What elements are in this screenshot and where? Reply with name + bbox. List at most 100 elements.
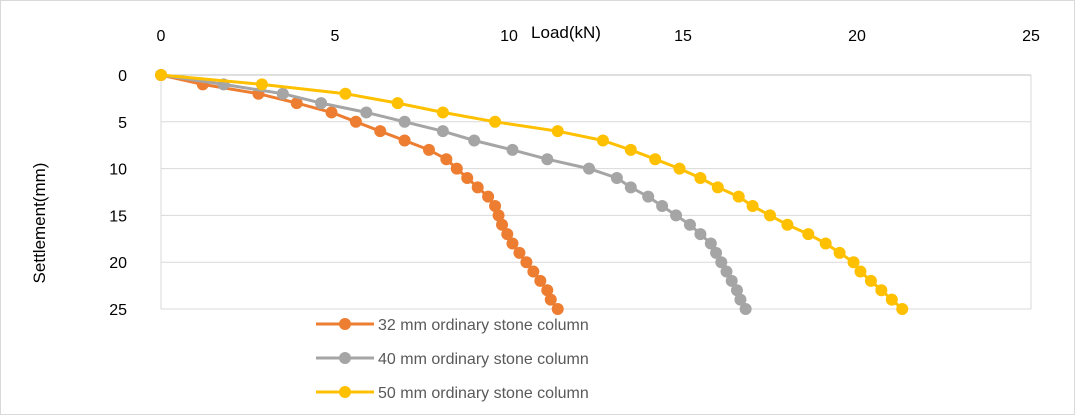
y-axis-title: Settlement(mm) bbox=[30, 163, 49, 284]
x-axis-title: Load(kN) bbox=[531, 23, 601, 42]
x-tick-label-5: 25 bbox=[1022, 28, 1040, 45]
series-1 bbox=[155, 69, 752, 315]
point-s2-0 bbox=[155, 69, 167, 81]
point-s1-10 bbox=[583, 162, 596, 175]
tick-labels: 0 5 10 15 20 25 0 5 10 15 20 25 bbox=[109, 28, 1040, 319]
point-s1-13 bbox=[642, 190, 655, 203]
point-s0-23 bbox=[541, 284, 554, 297]
y-tick-label-5: 25 bbox=[109, 302, 127, 319]
point-s2-4 bbox=[436, 106, 449, 119]
point-s2-9 bbox=[649, 153, 662, 166]
point-s0-9 bbox=[440, 153, 453, 166]
point-s2-13 bbox=[732, 190, 745, 203]
point-s2-25 bbox=[896, 303, 909, 315]
point-s2-23 bbox=[875, 284, 888, 297]
series-line-1 bbox=[160, 73, 747, 310]
point-s1-9 bbox=[541, 153, 554, 166]
legend-item-1: 40 mm ordinary stone column bbox=[316, 351, 589, 368]
legend-label-0: 32 mm ordinary stone column bbox=[378, 317, 589, 334]
point-s0-21 bbox=[527, 265, 540, 278]
legend-item-2: 50 mm ordinary stone column bbox=[316, 385, 589, 402]
point-s1-6 bbox=[436, 125, 449, 138]
point-s2-1 bbox=[255, 78, 268, 91]
point-s1-11 bbox=[610, 171, 623, 184]
point-s1-2 bbox=[276, 87, 289, 100]
legend-swatch-marker-1 bbox=[339, 352, 351, 364]
legend: 32 mm ordinary stone column 40 mm ordinar… bbox=[316, 317, 589, 402]
point-s2-11 bbox=[694, 171, 707, 184]
point-s1-14 bbox=[656, 200, 669, 213]
legend-item-0: 32 mm ordinary stone column bbox=[316, 317, 589, 334]
point-s0-18 bbox=[506, 237, 519, 250]
point-s2-20 bbox=[847, 256, 860, 269]
point-s1-22 bbox=[725, 274, 738, 287]
point-s1-16 bbox=[683, 218, 696, 231]
point-s2-19 bbox=[833, 246, 846, 259]
point-s2-24 bbox=[885, 293, 898, 306]
point-s1-12 bbox=[624, 181, 637, 194]
y-tick-label-4: 20 bbox=[109, 255, 127, 272]
series-0 bbox=[155, 69, 564, 315]
x-tick-label-2: 10 bbox=[500, 28, 518, 45]
point-s1-19 bbox=[710, 246, 723, 259]
point-s0-17 bbox=[501, 228, 514, 241]
point-s0-10 bbox=[450, 162, 463, 175]
point-s2-18 bbox=[819, 237, 832, 250]
point-s0-6 bbox=[374, 125, 387, 138]
point-s0-13 bbox=[482, 190, 495, 203]
point-s2-16 bbox=[781, 218, 794, 231]
point-s2-3 bbox=[391, 97, 404, 110]
x-tick-label-0: 0 bbox=[157, 28, 166, 45]
point-s2-17 bbox=[802, 228, 815, 241]
point-s0-12 bbox=[471, 181, 484, 194]
point-s1-25 bbox=[739, 303, 752, 315]
legend-label-1: 40 mm ordinary stone column bbox=[378, 351, 589, 368]
point-s1-24 bbox=[734, 293, 747, 306]
point-s2-14 bbox=[746, 200, 759, 213]
point-s0-16 bbox=[496, 218, 509, 231]
point-s0-20 bbox=[520, 256, 533, 269]
point-s2-2 bbox=[339, 87, 352, 100]
legend-label-2: 50 mm ordinary stone column bbox=[378, 385, 589, 402]
y-tick-label-2: 10 bbox=[109, 162, 127, 179]
x-tick-label-1: 5 bbox=[331, 28, 340, 45]
series-group bbox=[155, 69, 909, 315]
point-s0-19 bbox=[513, 246, 526, 259]
legend-swatch-marker-0 bbox=[339, 318, 351, 330]
point-s1-20 bbox=[715, 256, 728, 269]
point-s2-8 bbox=[624, 143, 637, 156]
point-s2-7 bbox=[596, 134, 609, 147]
y-tick-label-3: 15 bbox=[109, 208, 127, 225]
point-s2-6 bbox=[551, 125, 564, 138]
gridlines bbox=[160, 74, 1032, 310]
point-s0-3 bbox=[290, 97, 303, 110]
point-s0-8 bbox=[422, 143, 435, 156]
point-s0-5 bbox=[349, 115, 362, 128]
point-s2-21 bbox=[854, 265, 867, 278]
legend-swatch-marker-2 bbox=[339, 386, 351, 398]
point-s1-21 bbox=[720, 265, 733, 278]
point-s0-24 bbox=[544, 293, 557, 306]
x-tick-label-3: 15 bbox=[674, 28, 692, 45]
point-s1-17 bbox=[694, 228, 707, 241]
point-s2-10 bbox=[673, 162, 686, 175]
series-2 bbox=[155, 69, 909, 315]
y-tick-label-0: 0 bbox=[118, 68, 127, 85]
point-s2-22 bbox=[864, 274, 877, 287]
point-s0-11 bbox=[461, 171, 474, 184]
point-s0-4 bbox=[325, 106, 338, 119]
point-s0-14 bbox=[489, 200, 502, 213]
point-s1-23 bbox=[730, 284, 743, 297]
point-s1-4 bbox=[360, 106, 373, 119]
point-s0-15 bbox=[492, 209, 505, 222]
point-s2-15 bbox=[764, 209, 776, 222]
point-s1-18 bbox=[704, 237, 717, 250]
y-tick-label-1: 5 bbox=[118, 115, 127, 132]
point-s1-3 bbox=[315, 97, 328, 110]
point-s1-8 bbox=[506, 143, 519, 156]
x-tick-label-4: 20 bbox=[848, 28, 866, 45]
point-s2-5 bbox=[489, 115, 502, 128]
point-s0-7 bbox=[398, 134, 411, 147]
point-s2-12 bbox=[711, 181, 724, 194]
